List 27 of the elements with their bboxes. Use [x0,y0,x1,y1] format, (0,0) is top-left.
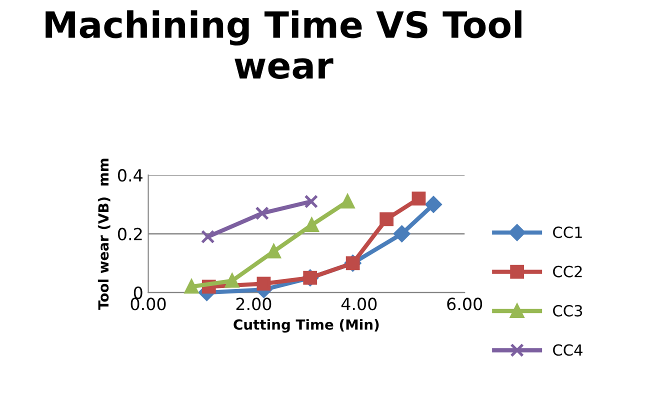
point [184,280,198,294]
point [256,276,271,291]
point [266,244,281,258]
legend-label: CC1 [553,226,582,238]
point [412,192,426,206]
point [380,212,394,226]
chart-title: Machining Time VS Tool wear [46,10,522,79]
legend-label: CC3 [553,305,582,317]
x-tick-label: 2.00 [236,298,272,310]
x-tick-label: 4.00 [341,298,377,310]
point [425,196,442,213]
point [304,218,319,232]
point [304,194,318,208]
y-tick-label: 0.4 [118,169,142,182]
x-tick-label: 0.00 [130,298,166,310]
y-tick-label: 0 [134,286,142,300]
legend-label: CC4 [553,344,582,356]
point [255,206,270,220]
y-axis-title: Tool wear (VB) mm [98,158,110,310]
x-axis-title: Cutting Time (Min) [234,319,379,333]
y-tick-label: 0.2 [118,228,142,240]
point [200,230,215,244]
x-tick-label: 6.00 [447,298,482,310]
legend-label: CC2 [553,266,582,278]
point [340,194,354,208]
point [394,226,410,242]
point [225,274,240,288]
